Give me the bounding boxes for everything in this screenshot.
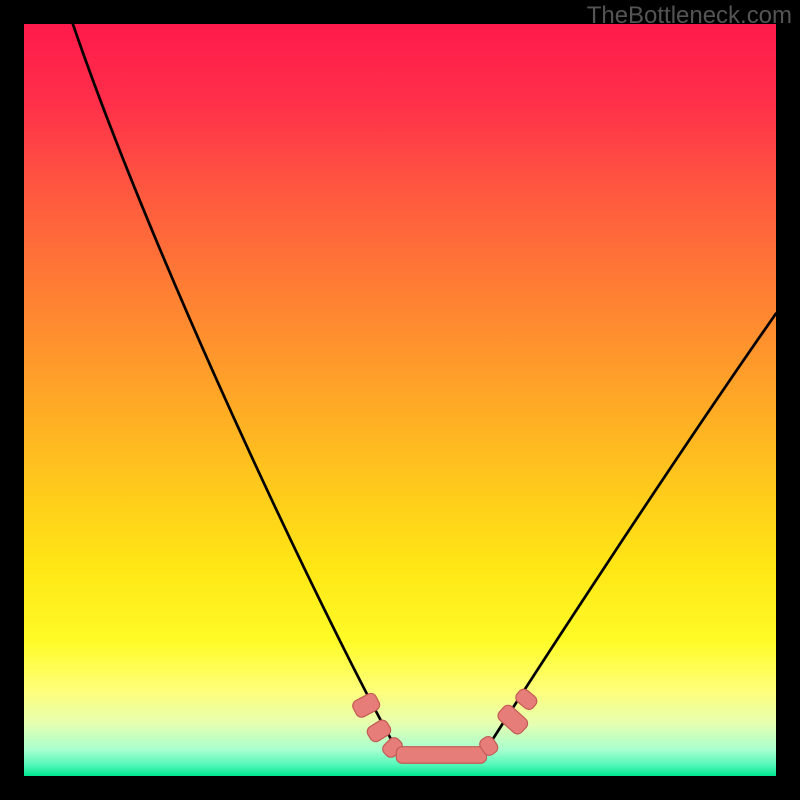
curve-marker <box>513 687 539 712</box>
bottleneck-curve <box>73 24 776 755</box>
plot-area <box>24 24 776 776</box>
curve-marker <box>396 747 486 764</box>
stage: TheBottleneck.com <box>0 0 800 800</box>
chart-svg <box>24 24 776 776</box>
watermark-text: TheBottleneck.com <box>587 2 792 30</box>
